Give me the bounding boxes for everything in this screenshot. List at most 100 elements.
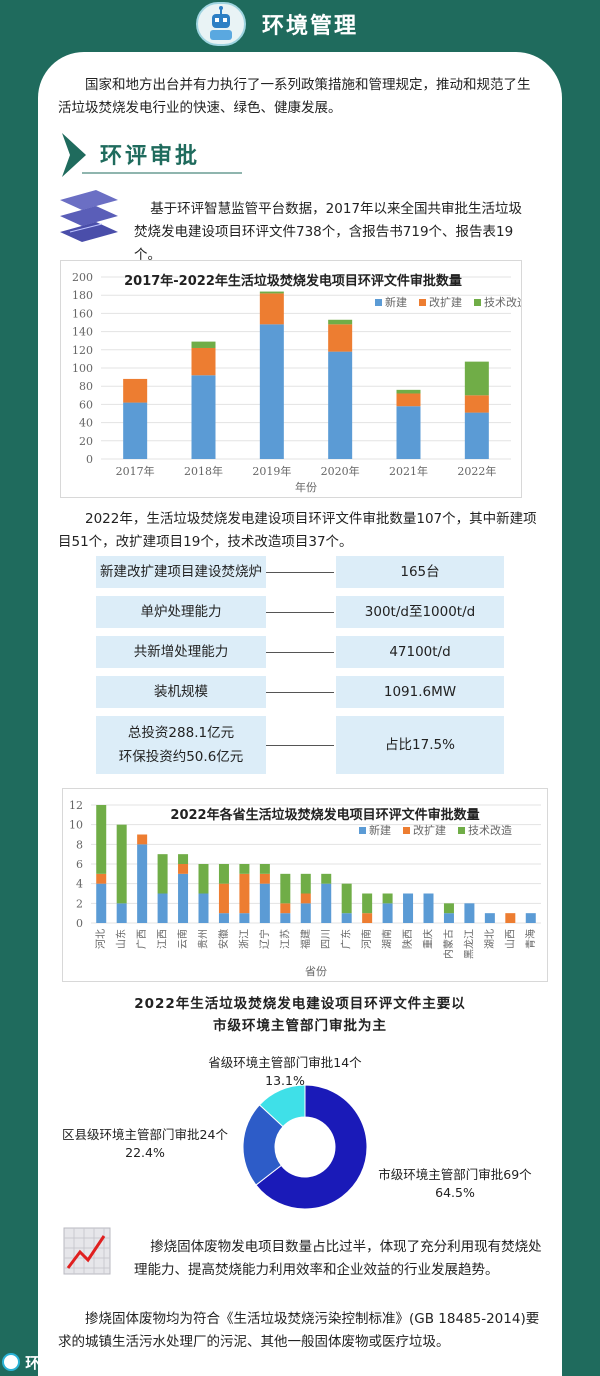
legend-label-2: 技术改造	[468, 823, 512, 837]
x-axis-label: 省份	[305, 965, 327, 978]
bar-辽宁-改扩建	[259, 873, 270, 884]
bar-2018年-改扩建	[191, 347, 216, 376]
legend-label-0: 新建	[369, 823, 391, 837]
bar-2017年-新建	[123, 402, 148, 459]
stat-label: 共新增处理能力	[96, 636, 266, 668]
y-tick-6: 120	[72, 344, 93, 357]
x-tick-13: 河南	[360, 929, 373, 949]
y-tick-7: 140	[72, 326, 93, 339]
para-2022-summary: 2022年，生活垃圾焚烧发电建设项目环评文件审批数量107个，其中新建项目51个…	[58, 511, 537, 550]
y-tick-8: 160	[72, 307, 93, 320]
legend-label-1: 改扩建	[429, 295, 462, 309]
y-tick-4: 8	[76, 838, 83, 851]
bar-2021年-改扩建	[396, 393, 421, 407]
bar-广东-新建	[341, 913, 352, 923]
legend-swatch-1	[419, 299, 426, 306]
pie-label-city: 市级环境主管部门审批69个 64.5%	[370, 1166, 540, 1202]
x-tick-15: 陕西	[401, 929, 414, 949]
bar-内蒙古-新建	[443, 913, 454, 923]
x-tick-16: 重庆	[422, 929, 435, 949]
bar-广西-改扩建	[137, 834, 148, 845]
stat-value: 300t/d至1000t/d	[336, 596, 504, 628]
y-tick-4: 80	[79, 380, 93, 393]
bar-贵州-新建	[198, 893, 209, 923]
bar-2022年-改扩建	[464, 395, 489, 413]
connector-line	[266, 572, 334, 573]
stat-row: 总投资288.1亿元 环保投资约50.6亿元 占比17.5%	[96, 716, 506, 774]
connector-line	[266, 692, 334, 693]
para-blending-standard: 掺烧固体废物均为符合《生活垃圾焚烧污染控制标准》(GB 18485-2014)要…	[58, 1311, 540, 1350]
y-tick-2: 4	[76, 878, 83, 891]
footer-brand-text: 环卫科技网	[25, 1354, 101, 1372]
pie-label-city-name: 市级环境主管部门审批69个	[378, 1167, 532, 1182]
x-tick-3: 2020年	[321, 464, 360, 478]
x-tick-11: 四川	[321, 929, 332, 949]
pie-label-city-pct: 64.5%	[435, 1185, 475, 1200]
bar-浙江-技术改造	[239, 864, 250, 874]
bar-江苏-新建	[280, 913, 291, 923]
bar-福建-技术改造	[300, 873, 311, 894]
bar-广西-新建	[137, 844, 148, 923]
bar-安徽-技术改造	[218, 864, 229, 884]
x-tick-14: 湖南	[381, 929, 394, 949]
x-tick-1: 2018年	[184, 464, 223, 478]
robot-icon	[196, 2, 246, 46]
bar-安徽-新建	[218, 913, 229, 923]
globe-icon	[2, 1353, 20, 1371]
x-tick-1: 山东	[115, 929, 128, 949]
x-tick-0: 河北	[95, 929, 107, 949]
bar-黑龙江-新建	[464, 903, 475, 923]
bar-重庆-新建	[423, 893, 434, 923]
connector-line	[266, 612, 334, 613]
x-tick-18: 黑龙江	[462, 929, 475, 959]
pie-label-province: 省级环境主管部门审批14个 13.1%	[190, 1054, 380, 1090]
y-tick-1: 20	[79, 435, 93, 448]
bar-辽宁-技术改造	[259, 864, 270, 874]
bar-广东-技术改造	[341, 883, 352, 914]
bar-2018年-新建	[191, 375, 216, 459]
x-tick-4: 2021年	[389, 464, 428, 478]
x-tick-2: 2019年	[252, 464, 291, 478]
bar-河北-改扩建	[96, 873, 107, 884]
bar-山西-改扩建	[505, 913, 516, 923]
x-tick-10: 福建	[299, 929, 312, 949]
stat-value: 165台	[336, 556, 504, 588]
legend-swatch-0	[375, 299, 382, 306]
bar-浙江-改扩建	[239, 873, 250, 914]
footer-brand: 环卫科技网	[2, 1352, 112, 1374]
x-tick-17: 内蒙古	[442, 929, 455, 959]
bar-福建-改扩建	[300, 893, 311, 904]
stat-value: 占比17.5%	[336, 716, 504, 774]
chart-title: 2017年-2022年生活垃圾焚烧发电项目环评文件审批数量	[124, 273, 462, 289]
bar-2020年-技术改造	[328, 319, 353, 325]
y-tick-6: 12	[69, 799, 83, 812]
bar-2019年-改扩建	[259, 293, 284, 325]
chart-title: 2022年各省生活垃圾焚烧发电项目环评文件审批数量	[170, 807, 479, 823]
bar-2021年-新建	[396, 406, 421, 459]
header: 环境管理	[0, 0, 600, 50]
x-tick-6: 安徽	[217, 929, 230, 949]
x-tick-5: 贵州	[197, 929, 210, 949]
bar-云南-改扩建	[178, 864, 189, 874]
y-tick-0: 0	[76, 917, 83, 930]
stat-row: 装机规模 1091.6MW	[96, 676, 506, 708]
bar-2020年-改扩建	[328, 324, 353, 352]
stat-label: 新建改扩建项目建设焚烧炉	[96, 556, 266, 588]
bar-福建-新建	[300, 903, 311, 923]
stat-row: 共新增处理能力 47100t/d	[96, 636, 506, 668]
bar-云南-技术改造	[178, 854, 189, 864]
bar-2019年-新建	[259, 324, 284, 459]
x-tick-12: 广东	[340, 929, 353, 949]
x-tick-4: 云南	[176, 929, 189, 949]
chart-province: 0 2 4 6 8 10 12 河北 山东 广西 江西 云南 贵州 安徽 浙江 辽宁 江苏 福建 四川 广东 河南 湖南陕…	[69, 799, 541, 978]
bar-安徽-改扩建	[218, 883, 229, 914]
chart-authority-donut	[242, 1084, 368, 1210]
bar-湖北-新建	[484, 913, 495, 923]
stat-label: 总投资288.1亿元 环保投资约50.6亿元	[96, 716, 266, 774]
bar-四川-技术改造	[321, 873, 332, 884]
pie-label-province-name: 省级环境主管部门审批14个	[208, 1055, 362, 1070]
bar-山东-新建	[116, 903, 127, 923]
bar-山东-技术改造	[116, 824, 127, 904]
pie-label-county: 区县级环境主管部门审批24个 22.4%	[50, 1126, 240, 1162]
donut-slice-2	[258, 1084, 306, 1128]
